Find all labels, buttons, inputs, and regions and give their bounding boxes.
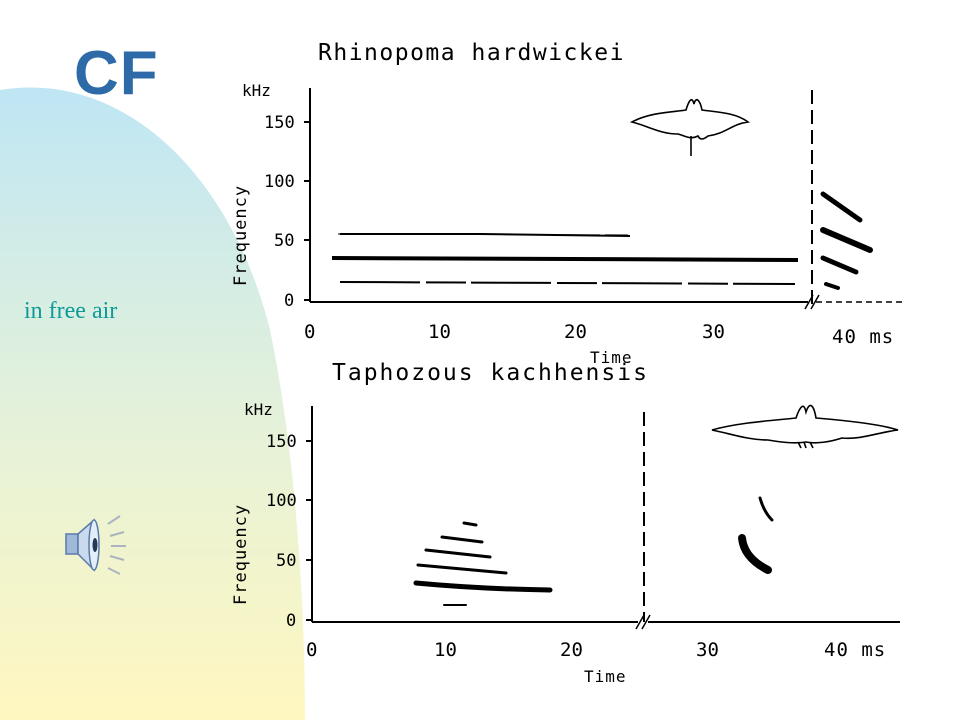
top-y-label: Frequency: [231, 185, 251, 286]
speaker-sound-icon[interactable]: [58, 508, 130, 580]
bottom-sonogram-panel: Taphozous kachhensis kHz Frequency 150 1…: [231, 360, 900, 686]
top-panel-title: Rhinopoma hardwickei: [318, 40, 625, 66]
top-x-tick-30: 30: [702, 321, 725, 343]
bottom-panel-title: Taphozous kachhensis: [332, 360, 649, 386]
bottom-y-tick-150: 150: [266, 432, 297, 452]
top-y-tick-150: 150: [264, 113, 295, 133]
bottom-y-tick-0: 0: [286, 611, 296, 631]
top-y-tick-50: 50: [274, 231, 294, 251]
top-sonogram-panel: Rhinopoma hardwickei kHz Frequency 150 1…: [231, 40, 905, 367]
bottom-x-tick-10: 10: [434, 639, 457, 661]
bottom-x-label: Time: [584, 667, 627, 686]
bottom-x-tick-30: 30: [696, 639, 719, 661]
top-y-unit: kHz: [242, 81, 271, 100]
bottom-x-tick-40ms: 40 ms: [824, 639, 886, 661]
slide-title: CF: [74, 39, 159, 108]
bottom-y-unit: kHz: [244, 400, 273, 419]
bat-silhouette-icon: [711, 404, 899, 449]
top-x-tick-0: 0: [304, 321, 315, 343]
bottom-y-tick-100: 100: [266, 491, 297, 511]
bottom-y-label: Frequency: [231, 504, 251, 605]
sonogram-figure: Rhinopoma hardwickei kHz Frequency 150 1…: [231, 40, 905, 686]
bottom-x-tick-20: 20: [560, 639, 583, 661]
top-x-tick-10: 10: [428, 321, 451, 343]
top-y-tick-100: 100: [264, 172, 295, 192]
slide-subtitle: in free air: [24, 298, 118, 324]
top-x-label: Time: [590, 348, 633, 367]
bottom-y-tick-50: 50: [276, 551, 296, 571]
top-y-tick-0: 0: [284, 291, 294, 311]
top-x-tick-20: 20: [564, 321, 587, 343]
bat-silhouette-icon: [629, 98, 751, 156]
top-x-tick-40ms: 40 ms: [832, 326, 894, 348]
bottom-x-tick-0: 0: [306, 639, 317, 661]
